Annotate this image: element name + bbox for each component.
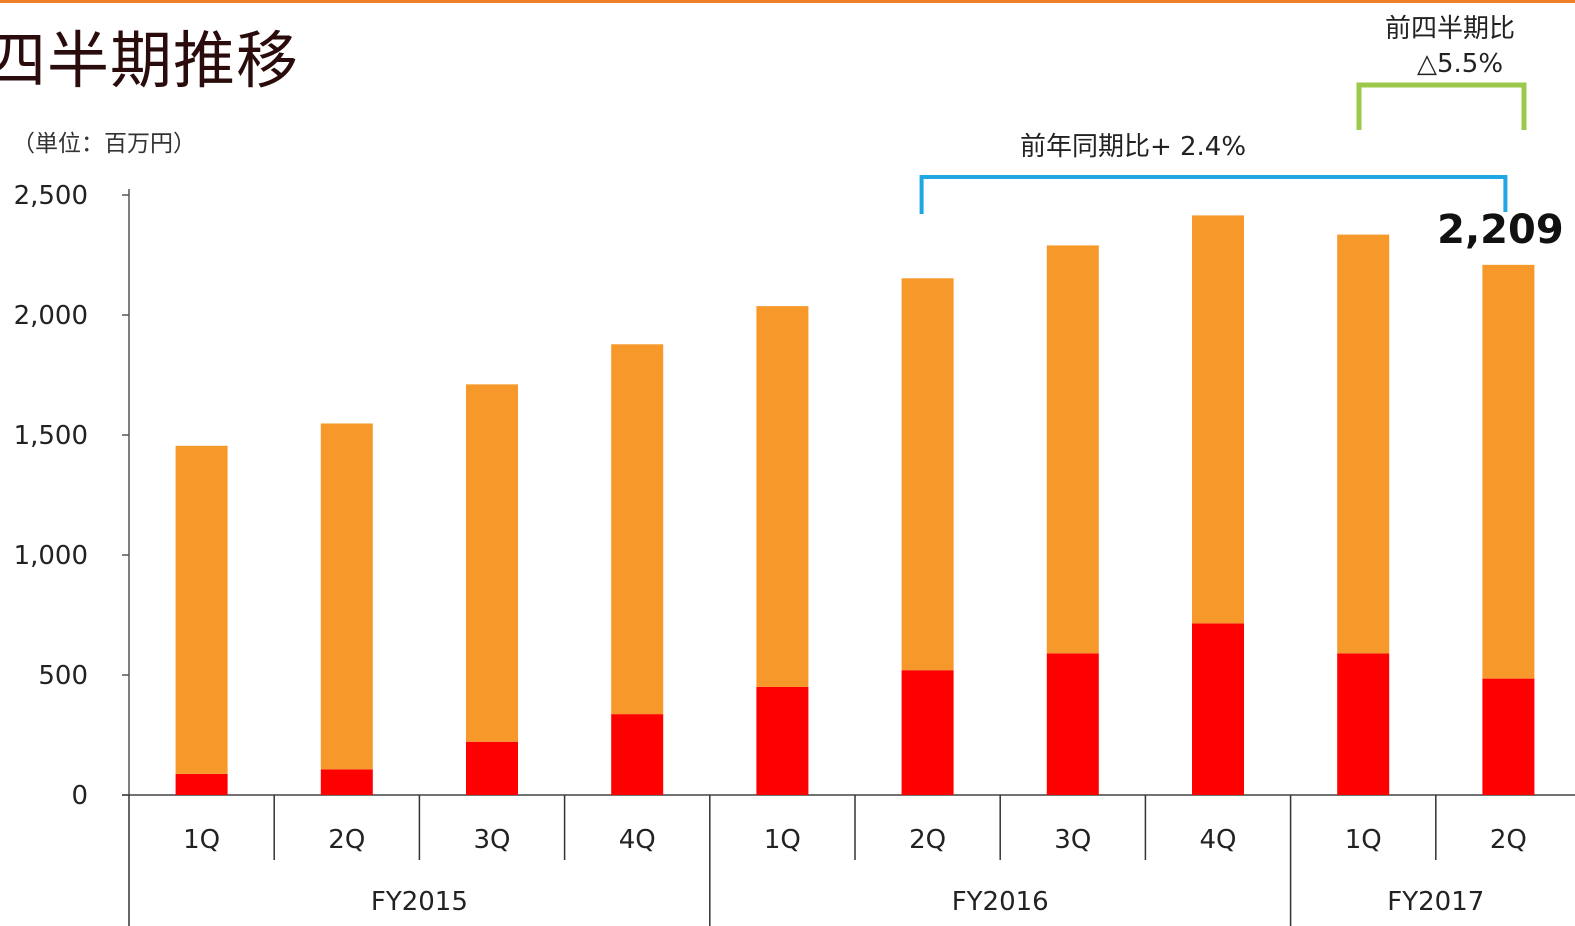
bar-segment-top <box>175 445 228 774</box>
bar-segment-top <box>1482 264 1535 679</box>
bar-segment-top <box>901 278 954 671</box>
x-category-label: 3Q <box>473 825 510 855</box>
bar-segment-bottom <box>320 769 373 795</box>
y-tick-label: 2,000 <box>14 301 88 331</box>
x-category-label: 1Q <box>1345 825 1382 855</box>
x-group-label: FY2016 <box>952 887 1049 917</box>
bar-segment-bottom <box>756 687 809 795</box>
bar-segment-bottom <box>466 741 518 795</box>
yoy-bracket <box>919 175 1508 214</box>
x-category-label: 1Q <box>764 825 801 855</box>
qoq-bracket <box>1356 82 1527 130</box>
y-tick-label: 1,000 <box>14 541 88 571</box>
bar-segment-bottom <box>1482 678 1535 795</box>
page-title: 四半期推移 <box>0 24 300 97</box>
bar-segment-top <box>756 306 809 687</box>
bar-segment-top <box>611 344 664 715</box>
unit-label: （単位：百万円） <box>12 131 196 157</box>
y-tick-label: 2,500 <box>14 181 88 211</box>
x-category-label: 1Q <box>183 825 220 855</box>
bar-segment-top <box>1046 245 1099 654</box>
bar-segment-bottom <box>611 714 664 795</box>
x-group-label: FY2017 <box>1387 887 1484 917</box>
x-category-label: 2Q <box>328 825 365 855</box>
y-tick-label: 500 <box>38 661 88 691</box>
bar-segment-bottom <box>1046 653 1099 795</box>
x-category-label: 2Q <box>1490 825 1527 855</box>
qoq-annotation-line1: 前四半期比 <box>1385 14 1515 44</box>
y-tick-label: 1,500 <box>14 421 88 451</box>
bar-segment-top <box>1192 215 1244 624</box>
yoy-annotation: 前年同期比+ 2.4% <box>1020 132 1246 162</box>
qoq-annotation-line2: △5.5% <box>1417 49 1503 79</box>
y-tick-label: 0 <box>71 781 88 811</box>
bar-segment-bottom <box>1192 623 1244 795</box>
x-category-label: 2Q <box>909 825 946 855</box>
bar-segment-top <box>1337 234 1390 654</box>
bar-segment-top <box>320 423 373 770</box>
x-category-label: 4Q <box>1199 825 1236 855</box>
x-group-label: FY2015 <box>371 887 468 917</box>
x-category-label: 4Q <box>619 825 656 855</box>
bar-segment-bottom <box>901 670 954 795</box>
x-category-label: 3Q <box>1054 825 1091 855</box>
bar-segment-top <box>466 384 518 742</box>
data-label: 2,209 <box>1437 207 1564 253</box>
bar-segment-bottom <box>1337 653 1390 795</box>
bar-segment-bottom <box>175 773 228 795</box>
top-rule <box>0 0 1575 3</box>
